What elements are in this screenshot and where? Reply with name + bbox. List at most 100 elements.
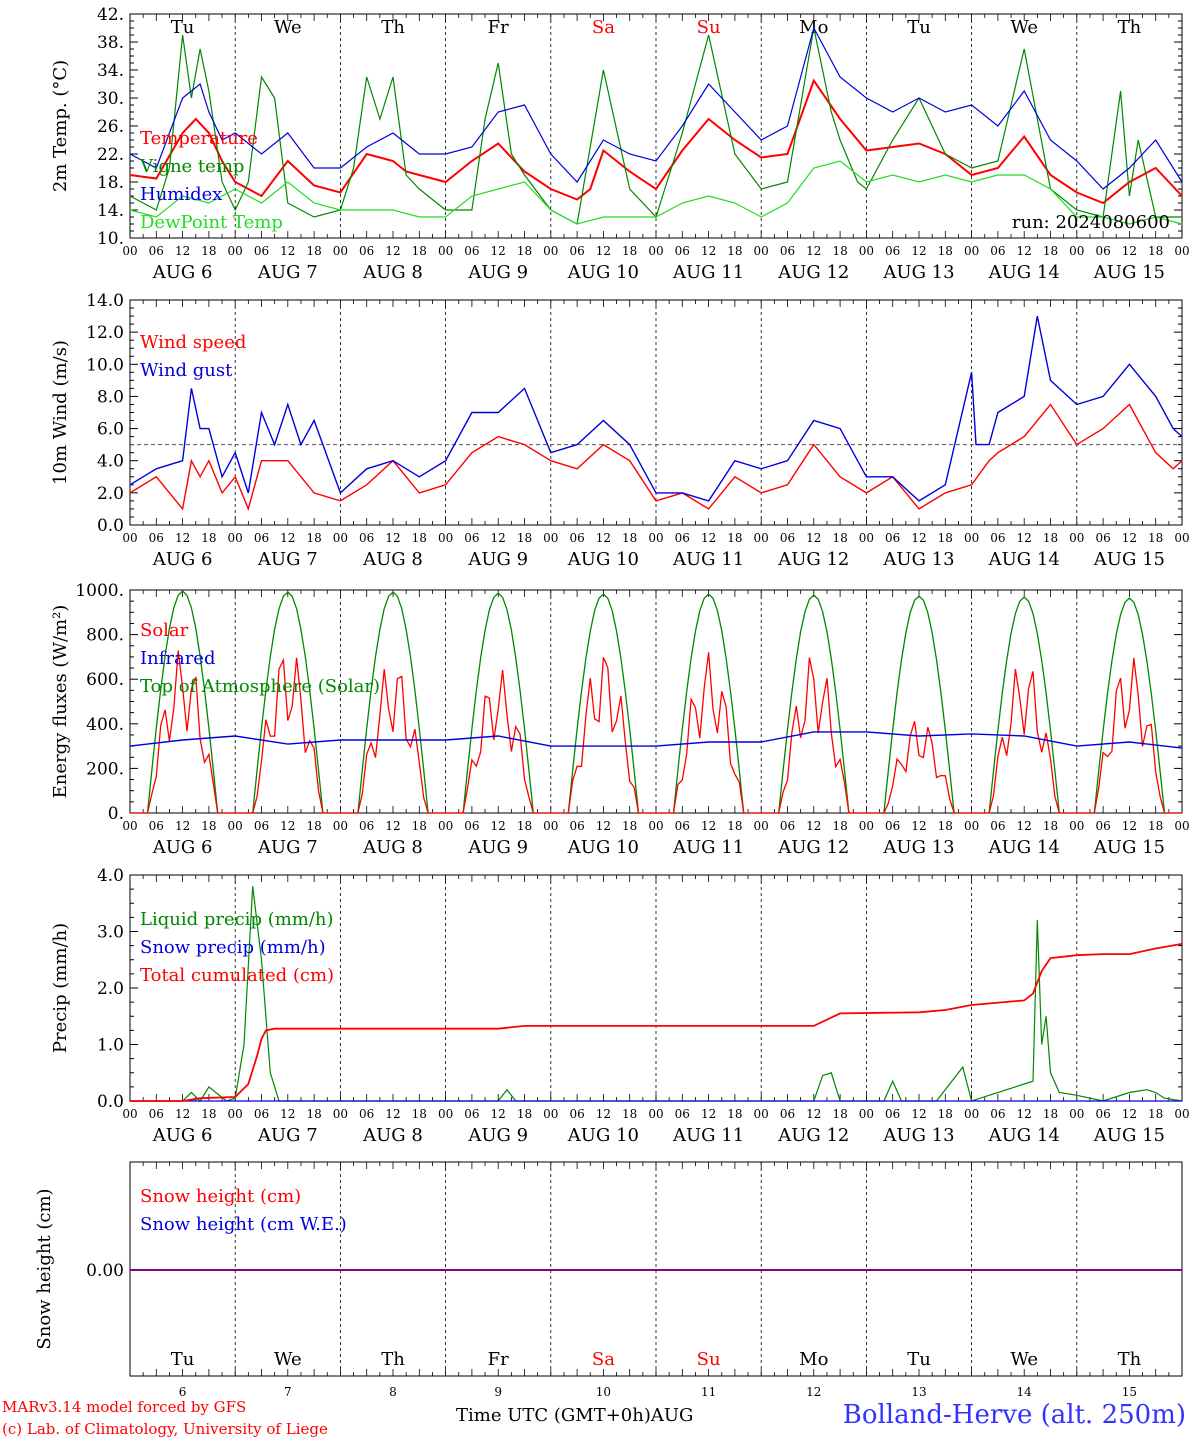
hour-label: 06 bbox=[569, 244, 584, 258]
date-label: AUG 12 bbox=[777, 262, 849, 283]
legend-2: Vigne temp bbox=[139, 156, 244, 177]
hour-label: 06 bbox=[780, 819, 795, 833]
hour-label: 18 bbox=[622, 531, 637, 545]
hour-label: 00 bbox=[964, 244, 979, 258]
series-line-4 bbox=[129, 160, 1183, 225]
hour-label: 00 bbox=[122, 531, 137, 545]
date-label: AUG 15 bbox=[1093, 262, 1165, 283]
hour-label: 12 bbox=[806, 1107, 821, 1121]
hour-label: 06 bbox=[885, 531, 900, 545]
y-tick-label: 18. bbox=[97, 173, 124, 193]
hour-label: 06 bbox=[990, 819, 1005, 833]
hour-label: 12 bbox=[175, 819, 190, 833]
hour-label: 18 bbox=[727, 244, 742, 258]
hour-label: 18 bbox=[306, 1107, 321, 1121]
y-axis-label: 2m Temp. (°C) bbox=[50, 60, 71, 192]
hour-label: 00 bbox=[648, 244, 663, 258]
day-number: 9 bbox=[494, 1385, 502, 1399]
hour-label: 18 bbox=[832, 244, 847, 258]
hour-label: 00 bbox=[438, 244, 453, 258]
date-label: AUG 7 bbox=[257, 1125, 318, 1146]
y-tick-label: 0.0 bbox=[97, 516, 124, 536]
panel-4: 0.0 1.0 2.0 3.0 4.0 Precip (mm/h) Liquid preci… bbox=[50, 866, 1190, 1146]
date-label: AUG 6 bbox=[152, 549, 213, 570]
hour-label: 06 bbox=[1095, 531, 1110, 545]
y-tick-label: 0.0 bbox=[97, 1092, 124, 1112]
day-number: 7 bbox=[284, 1385, 292, 1399]
hour-label: 00 bbox=[543, 244, 558, 258]
hour-label: 12 bbox=[1122, 244, 1137, 258]
hour-label: 06 bbox=[149, 244, 164, 258]
hour-label: 06 bbox=[359, 1107, 374, 1121]
y-tick-label: 14. bbox=[97, 201, 124, 221]
y-tick-label: 2.0 bbox=[97, 979, 124, 999]
hour-label: 12 bbox=[175, 244, 190, 258]
day-name: Fr bbox=[488, 1349, 509, 1370]
y-tick-label: 200. bbox=[86, 759, 124, 779]
hour-label: 18 bbox=[938, 531, 953, 545]
legend-2: Wind gust bbox=[140, 360, 233, 381]
hour-label: 00 bbox=[859, 1107, 874, 1121]
legend-3: Humidex bbox=[140, 184, 222, 205]
hour-label: 06 bbox=[675, 531, 690, 545]
hour-label: 18 bbox=[412, 819, 427, 833]
hour-label: 00 bbox=[228, 819, 243, 833]
legend-4: DewPoint Temp bbox=[140, 212, 283, 233]
date-label: AUG 7 bbox=[257, 837, 318, 858]
hour-label: 12 bbox=[1017, 1107, 1032, 1121]
hour-label: 18 bbox=[727, 531, 742, 545]
series-line-1 bbox=[130, 650, 1182, 814]
date-label: AUG 10 bbox=[567, 549, 639, 570]
hour-label: 18 bbox=[622, 819, 637, 833]
hour-label: 18 bbox=[727, 1107, 742, 1121]
day-name: Th bbox=[1118, 1349, 1142, 1370]
hour-label: 06 bbox=[254, 819, 269, 833]
legend-1: Solar bbox=[140, 620, 189, 641]
hour-label: 00 bbox=[859, 531, 874, 545]
day-name: Mo bbox=[799, 1349, 828, 1370]
y-tick-label: 10.0 bbox=[86, 355, 124, 375]
y-tick-label: 30. bbox=[97, 89, 124, 109]
y-tick-label: 800. bbox=[86, 626, 124, 646]
date-label: AUG 6 bbox=[152, 1125, 213, 1146]
day-name: Fr bbox=[488, 17, 509, 38]
date-label: AUG 15 bbox=[1093, 837, 1165, 858]
legend-3: Top of Atmosphere (Solar) bbox=[140, 676, 380, 697]
hour-label: 18 bbox=[201, 1107, 216, 1121]
day-number: 14 bbox=[1017, 1385, 1033, 1399]
hour-label: 12 bbox=[596, 1107, 611, 1121]
date-label: AUG 13 bbox=[882, 1125, 954, 1146]
date-label: AUG 15 bbox=[1093, 1125, 1165, 1146]
hour-label: 00 bbox=[754, 819, 769, 833]
hour-label: 00 bbox=[859, 244, 874, 258]
day-name: Tu bbox=[171, 17, 195, 38]
day-name: Tu bbox=[171, 1349, 195, 1370]
hour-label: 06 bbox=[1095, 1107, 1110, 1121]
hour-label: 18 bbox=[201, 244, 216, 258]
y-tick-label: 22. bbox=[97, 145, 124, 165]
hour-label: 12 bbox=[491, 1107, 506, 1121]
panel-frame bbox=[129, 589, 1183, 814]
day-number: 8 bbox=[389, 1385, 397, 1399]
hour-label: 06 bbox=[149, 1107, 164, 1121]
hour-label: 00 bbox=[228, 244, 243, 258]
hour-label: 00 bbox=[1174, 531, 1189, 545]
hour-label: 12 bbox=[491, 531, 506, 545]
date-label: AUG 15 bbox=[1093, 549, 1165, 570]
series-line-3 bbox=[130, 590, 1182, 814]
hour-label: 12 bbox=[280, 1107, 295, 1121]
y-tick-label: 42. bbox=[97, 5, 124, 25]
hour-label: 12 bbox=[1122, 1107, 1137, 1121]
hour-label: 12 bbox=[175, 531, 190, 545]
hour-label: 00 bbox=[754, 244, 769, 258]
hour-label: 18 bbox=[412, 244, 427, 258]
day-name: We bbox=[1010, 17, 1038, 38]
day-name: Tu bbox=[907, 17, 931, 38]
hour-label: 00 bbox=[543, 1107, 558, 1121]
y-tick-label: 0.00 bbox=[86, 1261, 124, 1281]
hour-label: 18 bbox=[1148, 819, 1163, 833]
hour-label: 12 bbox=[596, 819, 611, 833]
date-label: AUG 10 bbox=[567, 1125, 639, 1146]
hour-label: 18 bbox=[1043, 531, 1058, 545]
day-number: 15 bbox=[1122, 1385, 1137, 1399]
